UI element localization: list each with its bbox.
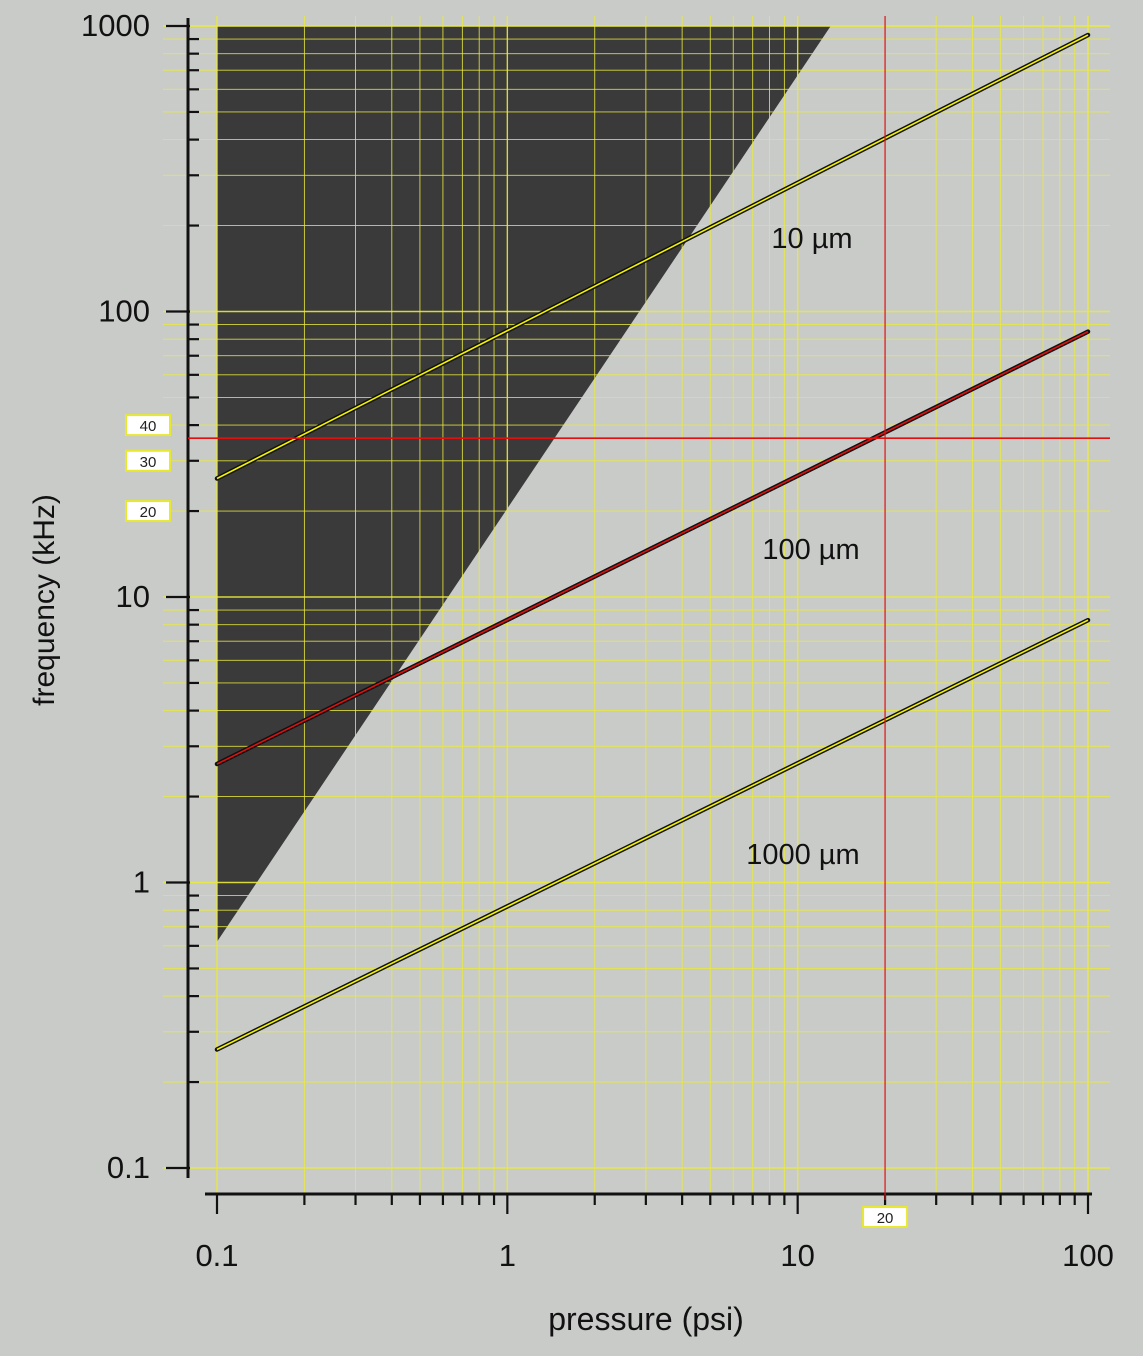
series-label-1: 100 µm — [762, 534, 859, 566]
marker-label: 20 — [140, 504, 157, 521]
marker-label-box — [125, 500, 171, 523]
series-overlay-0 — [216, 34, 1089, 480]
series-overlay-2 — [216, 619, 1089, 1051]
x-axis-title: pressure (psi) — [548, 1301, 744, 1337]
y-axis-title: frequency (kHz) — [28, 494, 61, 706]
x-tick-label: 1 — [499, 1238, 516, 1273]
series-overlay-1 — [216, 330, 1089, 765]
series-layer — [214, 32, 1091, 1052]
guide-layer — [188, 16, 1110, 1200]
x-tick-label: 100 — [1062, 1238, 1114, 1273]
x-tick-label: 10 — [780, 1238, 814, 1273]
marker-label-box — [125, 449, 171, 472]
y-tick-label: 1 — [133, 865, 150, 900]
marker-label: 40 — [140, 418, 157, 435]
shaded-region — [217, 26, 831, 942]
shaded-region-layer — [217, 26, 831, 942]
marker-label-box — [862, 1206, 909, 1228]
y-tick-label: 10 — [116, 579, 150, 614]
marker-label: 30 — [140, 454, 157, 471]
label-layer: 0.1 1 10 100 1000 0.1 1 10 100 pressure (psi) freq… — [28, 8, 1114, 1337]
y-tick-label: 0.1 — [107, 1150, 150, 1185]
y-tick-label: 1000 — [81, 8, 150, 43]
y-tick-label: 100 — [98, 294, 150, 329]
x-tick-label: 0.1 — [195, 1238, 238, 1273]
marker-label: 20 — [877, 1210, 894, 1227]
series-label-0: 10 µm — [771, 223, 852, 255]
series-label-2: 1000 µm — [746, 839, 859, 871]
marker-label-box — [125, 414, 171, 437]
grid-layer — [163, 16, 1110, 1194]
